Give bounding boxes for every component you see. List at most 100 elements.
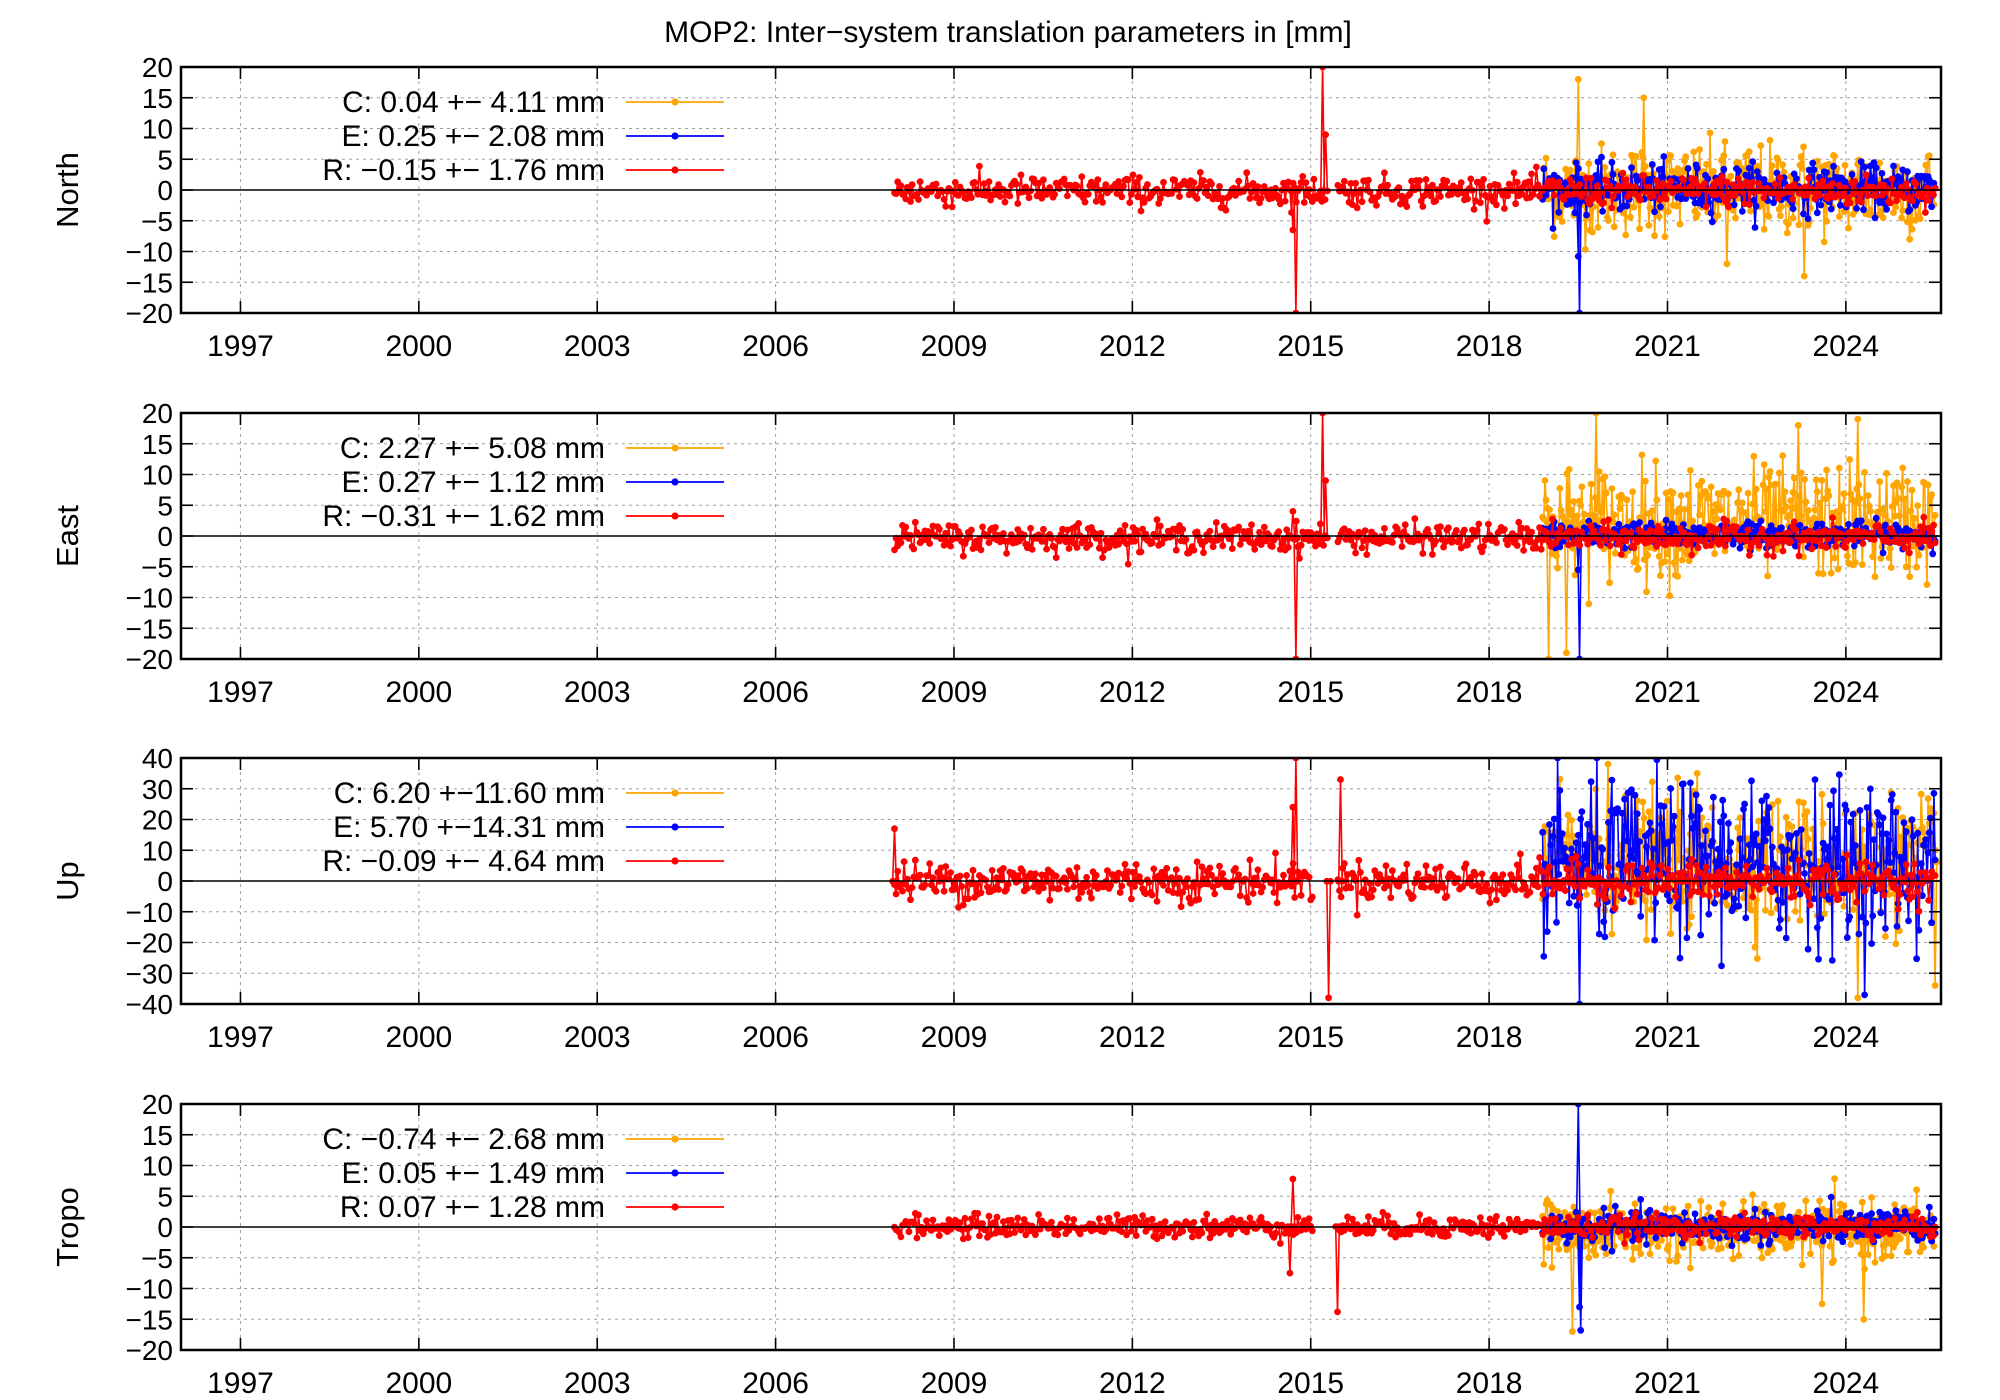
data-point-R (1850, 536, 1857, 544)
data-point-R (1467, 175, 1475, 183)
x-tick-label: 2021 (1634, 676, 1701, 709)
data-point-R (1024, 885, 1031, 892)
data-point-R (1718, 537, 1726, 545)
data-point-R (1776, 174, 1784, 182)
data-point-R (1262, 537, 1270, 545)
data-point-C (1782, 813, 1790, 821)
data-point-R (1153, 898, 1161, 905)
series-R-line (1326, 881, 1332, 998)
data-point-R (1488, 886, 1495, 893)
data-point-R (1014, 200, 1022, 207)
data-point-R (1236, 892, 1244, 900)
data-point-C (1818, 1300, 1826, 1308)
data-point-E (1676, 954, 1684, 962)
x-tick-label: 2012 (1099, 676, 1166, 709)
data-point-R (1846, 199, 1854, 207)
data-point-R (1771, 180, 1779, 188)
data-point-C (1646, 204, 1654, 212)
data-point-E (1828, 957, 1836, 964)
data-point-R (916, 871, 924, 879)
data-point-R (1086, 889, 1094, 896)
data-point-E (1897, 177, 1904, 184)
data-point-E (1756, 843, 1763, 850)
data-point-C (1647, 906, 1655, 913)
data-point-R (968, 526, 975, 534)
data-point-E (1904, 168, 1911, 176)
data-point-C (1648, 778, 1656, 786)
data-point-C (1696, 146, 1703, 153)
data-point-R (1273, 899, 1281, 907)
x-tick-label: 2012 (1099, 330, 1166, 363)
data-point-R (1172, 866, 1180, 873)
data-point-C (1765, 213, 1773, 220)
data-point-C (1868, 1194, 1875, 1201)
data-point-R (1627, 898, 1635, 906)
data-point-C (1901, 495, 1909, 503)
data-point-R (1289, 508, 1297, 515)
y-tick-label: −15 (126, 267, 174, 298)
data-point-R (1340, 177, 1348, 185)
data-point-R (1808, 545, 1816, 553)
data-point-E (1578, 808, 1586, 815)
data-point-R (1092, 871, 1100, 879)
data-point-R (926, 860, 934, 867)
data-point-E (1540, 165, 1548, 173)
data-point-R (902, 523, 910, 531)
data-point-E (1892, 808, 1900, 816)
data-point-C (1553, 552, 1560, 560)
data-point-R (1337, 776, 1344, 783)
data-point-R (1608, 204, 1616, 212)
data-point-R (1219, 542, 1227, 550)
data-point-R (1790, 892, 1798, 900)
data-point-R (1091, 181, 1098, 189)
data-point-R (1179, 888, 1187, 896)
data-point-E (1678, 1239, 1686, 1247)
data-point-R (1406, 190, 1414, 198)
data-point-C (1782, 503, 1790, 511)
data-point-R (1322, 477, 1329, 484)
data-point-E (1768, 843, 1776, 851)
data-point-C (1721, 138, 1729, 145)
data-point-C (1670, 170, 1678, 178)
data-point-R (1779, 547, 1787, 555)
data-point-E (1760, 816, 1768, 823)
y-tick-label: 15 (142, 429, 173, 460)
data-point-E (1662, 516, 1670, 524)
x-tick-label: 2018 (1456, 676, 1523, 709)
data-point-E (1738, 854, 1746, 861)
data-point-E (1646, 819, 1654, 827)
data-point-E (1882, 925, 1889, 932)
data-point-R (897, 182, 905, 190)
data-point-E (1823, 169, 1830, 176)
data-point-R (1805, 174, 1812, 182)
data-point-E (1831, 835, 1838, 842)
series-C-line (1855, 419, 1861, 523)
data-point-R (1422, 176, 1430, 183)
data-point-R (1249, 890, 1257, 897)
x-tick-label: 2000 (385, 676, 452, 709)
data-point-R (1464, 541, 1471, 549)
data-point-R (1467, 536, 1475, 543)
data-point-C (1698, 477, 1706, 485)
data-point-R (1137, 207, 1145, 215)
data-point-R (1477, 199, 1484, 207)
data-point-R (1909, 893, 1916, 900)
data-point-R (1701, 180, 1708, 188)
data-point-E (1747, 855, 1754, 863)
data-point-C (1798, 1261, 1806, 1269)
data-point-C (1819, 1206, 1827, 1213)
data-point-R (1268, 876, 1276, 884)
data-point-E (1841, 178, 1849, 186)
data-point-C (1856, 495, 1864, 502)
data-point-E (1596, 862, 1604, 870)
data-point-E (1886, 859, 1894, 866)
data-point-E (1704, 852, 1712, 860)
data-point-R (1124, 176, 1132, 184)
data-point-R (926, 540, 934, 547)
data-point-R (1861, 887, 1868, 895)
data-point-R (1305, 873, 1313, 881)
data-point-R (1214, 195, 1222, 203)
data-point-C (1753, 162, 1761, 170)
data-point-C (1674, 774, 1682, 782)
